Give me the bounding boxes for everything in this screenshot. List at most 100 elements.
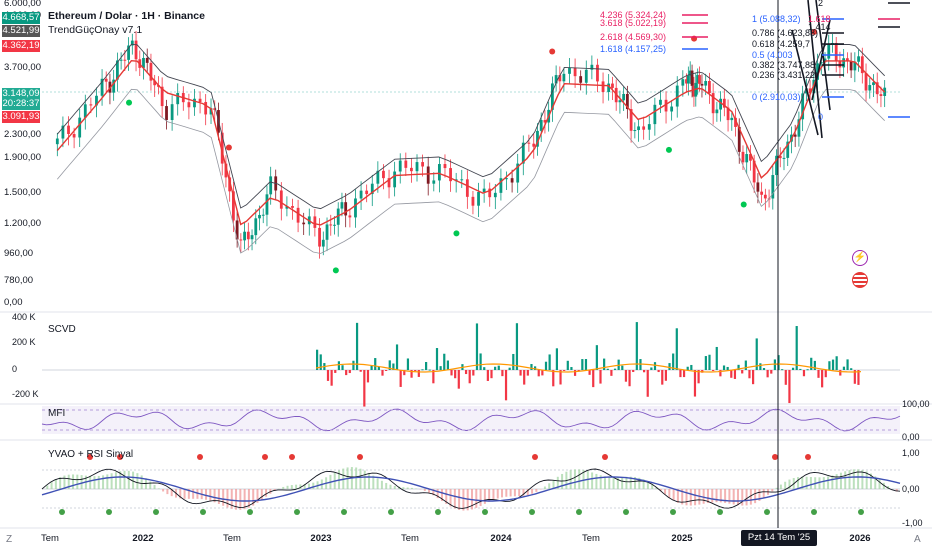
buy-signal-dot xyxy=(764,509,770,515)
scvd-bar xyxy=(607,369,609,370)
scvd-bar xyxy=(792,368,794,370)
scvd-bar xyxy=(796,326,798,370)
scvd-bar xyxy=(454,370,456,378)
scvd-bar xyxy=(385,370,387,371)
scvd-bar xyxy=(734,370,736,379)
candle-body xyxy=(333,225,336,226)
yvao-histogram-bar xyxy=(840,473,842,489)
indicator-label: TrendGüçOnay v7.1 xyxy=(48,24,142,36)
yvao-histogram-bar xyxy=(377,478,379,489)
candle-body xyxy=(247,232,250,240)
candle-body xyxy=(382,171,385,178)
yvao-histogram-bar xyxy=(72,474,74,489)
yvao-histogram-bar xyxy=(295,485,297,489)
yvao-histogram-bar xyxy=(81,475,83,489)
yvao-histogram-bar xyxy=(861,470,863,489)
sell-signal-dot xyxy=(262,454,268,460)
candle-body xyxy=(360,191,363,199)
yvao-histogram-bar xyxy=(394,486,396,489)
candle-body xyxy=(730,118,733,120)
candle-body xyxy=(637,126,640,130)
scvd-bar xyxy=(440,366,442,370)
candle-body xyxy=(193,99,196,108)
yvao-histogram-bar xyxy=(621,477,623,489)
candle-body xyxy=(348,215,351,217)
scvd-bar xyxy=(767,370,769,377)
candle-body xyxy=(123,60,126,61)
scvd-bar xyxy=(661,370,663,385)
yvao-histogram-bar xyxy=(750,489,752,505)
scvd-bar xyxy=(846,359,848,370)
chart-title: Ethereum / Dolar · 1H · Binance xyxy=(48,10,205,22)
yvao-histogram-bar xyxy=(480,489,482,506)
buy-signal-dot xyxy=(670,509,676,515)
yvao-histogram-bar xyxy=(454,489,456,509)
candle-body xyxy=(354,198,357,217)
timezone-corner[interactable]: Z xyxy=(6,534,12,546)
scvd-bar xyxy=(327,370,329,381)
candle-body xyxy=(827,44,830,58)
buy-signal-dot xyxy=(576,509,582,515)
signal-dot xyxy=(226,144,232,150)
candle-body xyxy=(165,106,168,120)
scvd-bar xyxy=(585,359,587,370)
auto-scale-button[interactable]: A xyxy=(914,534,921,546)
yvao-histogram-bar xyxy=(89,476,91,489)
fib-level-label: 2 xyxy=(818,0,823,8)
candle-body xyxy=(326,224,329,239)
candle-body xyxy=(783,158,786,159)
scvd-bar xyxy=(443,354,445,370)
candle-body xyxy=(416,162,419,171)
signal-dot xyxy=(453,230,459,236)
candle-body xyxy=(135,41,138,60)
price-tick-label: 960,00 xyxy=(4,248,33,259)
yvao-histogram-bar xyxy=(604,476,606,489)
candle-body xyxy=(532,144,535,147)
scvd-bar xyxy=(447,361,449,370)
scvd-bar xyxy=(643,370,645,372)
scvd-bar xyxy=(708,355,710,370)
us-flag-icon[interactable] xyxy=(852,272,868,288)
yvao-histogram-bar xyxy=(574,469,576,489)
candle-body xyxy=(691,71,694,86)
candle-body xyxy=(444,164,447,168)
candle-body xyxy=(681,79,684,85)
scvd-bar xyxy=(356,323,358,370)
candle-body xyxy=(67,126,70,134)
yvao-histogram-bar xyxy=(218,489,220,504)
scvd-bar xyxy=(741,370,743,373)
yvao-histogram-bar xyxy=(111,473,113,489)
yvao-histogram-bar xyxy=(595,474,597,489)
mfi-tick-label: 100,00 xyxy=(902,399,930,409)
yvao-label: YVAO + RSI Sinyal xyxy=(48,449,133,461)
fib-level-label: 0.236 (3.431,22) xyxy=(752,70,818,80)
yvao-histogram-bar xyxy=(733,489,735,504)
candle-body xyxy=(460,179,463,180)
scvd-bar xyxy=(810,358,812,370)
price-badge: 4.521,99 xyxy=(2,25,40,37)
yvao-histogram-bar xyxy=(548,483,550,489)
yvao-histogram-bar xyxy=(776,488,778,489)
yvao-histogram-bar xyxy=(411,488,413,489)
yvao-histogram-bar xyxy=(265,489,267,497)
scvd-bar xyxy=(519,370,521,376)
scvd-bar xyxy=(723,365,725,370)
time-axis-label: 2024 xyxy=(490,533,512,544)
yvao-histogram-bar xyxy=(184,489,186,499)
yvao-histogram-bar xyxy=(746,489,748,505)
fib-level-label: 0 (2.910,03) xyxy=(752,92,801,102)
yvao-histogram-bar xyxy=(385,483,387,489)
scvd-bar xyxy=(341,365,343,370)
candle-body xyxy=(393,172,396,188)
yvao-histogram-bar xyxy=(192,489,194,499)
scvd-tick-label: 0 xyxy=(12,364,17,374)
signal-dot xyxy=(333,267,339,273)
yvao-histogram-bar xyxy=(741,489,743,506)
candle-body xyxy=(477,192,480,206)
lightning-icon[interactable]: ⚡ xyxy=(852,250,868,266)
price-tick-label: 0,00 xyxy=(4,297,23,308)
candle-body xyxy=(659,100,662,105)
buy-signal-dot xyxy=(529,509,535,515)
candle-body xyxy=(839,61,842,67)
